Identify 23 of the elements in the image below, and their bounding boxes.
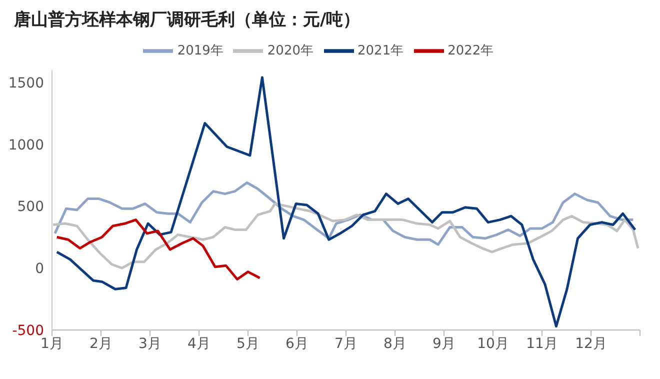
y-tick-label: 1500 (8, 75, 44, 92)
y-tick-label: 500 (17, 199, 44, 216)
line-series (56, 218, 262, 280)
x-tick-label: 4月 (188, 336, 210, 352)
line-series (54, 181, 634, 246)
legend-label: 2022年 (448, 44, 494, 59)
x-tick-label: 11月 (526, 336, 558, 352)
y-tick-label: 1000 (8, 137, 44, 154)
x-tick-label: 6月 (286, 336, 308, 352)
line-series (56, 76, 636, 328)
legend-label: 2021年 (358, 44, 404, 59)
y-tick-label: 0 (35, 261, 44, 278)
x-tick-label: 7月 (334, 336, 358, 352)
x-tick-label: 9月 (432, 336, 456, 352)
x-tick-label: 3月 (138, 336, 162, 352)
x-tick-label: 8月 (384, 336, 406, 352)
x-tick-label: 12月 (575, 336, 607, 352)
legend-label: 2020年 (267, 44, 314, 59)
legend-label: 2019年 (177, 44, 224, 59)
x-tick-label: 10月 (477, 336, 509, 352)
chart-title: 唐山普方坯样本钢厂调研毛利（单位：元/吨） (14, 9, 360, 31)
x-tick-label: 2月 (90, 336, 112, 352)
x-tick-label: 5月 (236, 336, 260, 352)
